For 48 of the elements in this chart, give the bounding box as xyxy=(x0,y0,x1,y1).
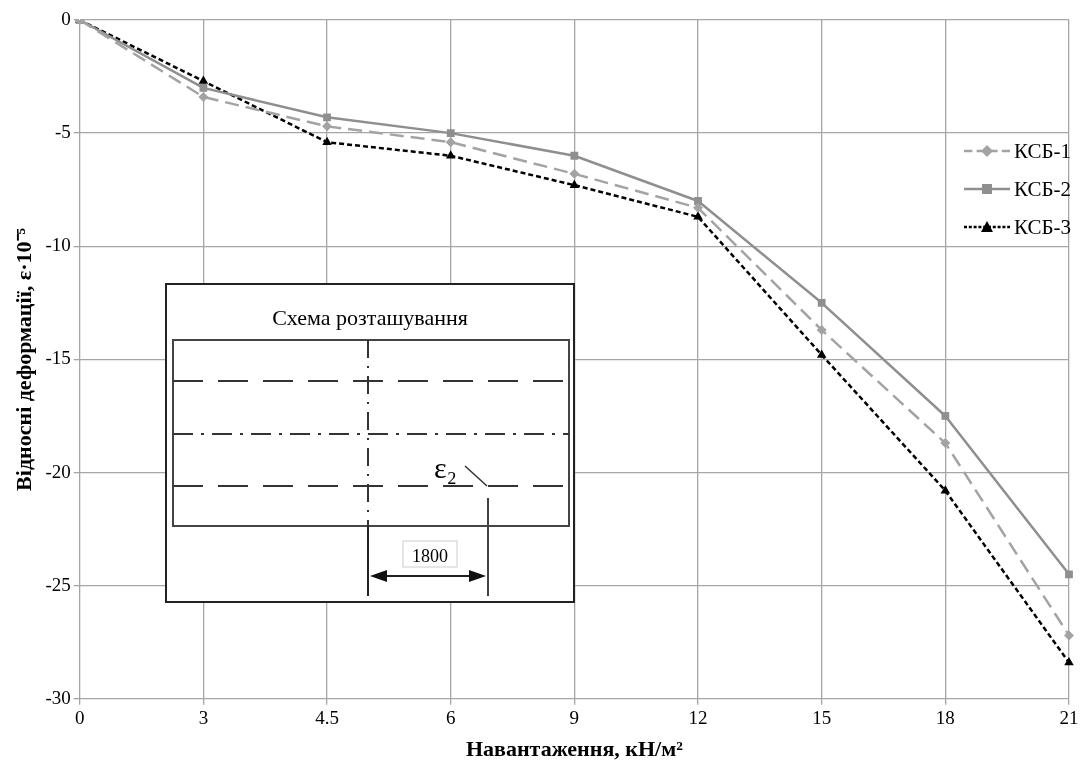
point xyxy=(693,202,704,213)
x-tick-label: 4.5 xyxy=(315,707,339,729)
point xyxy=(693,211,703,220)
point xyxy=(323,113,331,122)
y-tick-label: -30 xyxy=(45,686,71,708)
annotation: 1800 xyxy=(412,546,448,566)
y-tick-label: -15 xyxy=(45,347,71,369)
annotation: ε₂ xyxy=(433,451,457,484)
x-tick-label: 6 xyxy=(445,707,456,729)
point xyxy=(322,136,332,145)
point xyxy=(816,349,827,358)
point xyxy=(941,412,950,420)
x-tick-label: 18 xyxy=(935,707,955,729)
point xyxy=(199,83,208,92)
point xyxy=(817,298,826,307)
point xyxy=(322,121,333,132)
point xyxy=(569,168,580,179)
x-tick-label: 9 xyxy=(569,707,580,729)
x-tick-label: 3 xyxy=(198,707,209,729)
point xyxy=(1065,570,1073,579)
point xyxy=(569,179,580,188)
point xyxy=(445,150,456,159)
x-tick-label: 12 xyxy=(688,707,708,729)
x-tick-label: 21 xyxy=(1059,707,1079,729)
x-tick-label: 0 xyxy=(74,707,85,729)
annotation: Схема розташування xyxy=(272,305,468,330)
x-tick-label: 15 xyxy=(812,707,832,729)
point xyxy=(446,129,455,138)
point xyxy=(445,137,456,148)
x-axis-title: Навантаження, кН/м² xyxy=(465,736,684,762)
legend-label: КСБ-3 xyxy=(1013,214,1071,240)
y-tick-label: -25 xyxy=(45,573,71,595)
y-tick-label: -5 xyxy=(54,121,71,143)
point xyxy=(940,485,951,494)
point xyxy=(198,75,209,84)
point xyxy=(694,197,702,205)
y-tick-label: 0 xyxy=(61,7,71,29)
legend-label: КСБ-2 xyxy=(1013,176,1071,202)
point xyxy=(940,438,951,449)
point xyxy=(1064,657,1074,666)
point xyxy=(1064,630,1074,641)
point xyxy=(816,324,827,335)
y-axis-title: Відносні деформації, ε·10⁻⁵ xyxy=(10,227,36,491)
y-tick-label: -10 xyxy=(45,234,71,256)
point xyxy=(198,91,209,102)
point xyxy=(570,151,579,160)
y-tick-label: -20 xyxy=(45,460,71,482)
legend-label: КСБ-1 xyxy=(1013,138,1071,164)
